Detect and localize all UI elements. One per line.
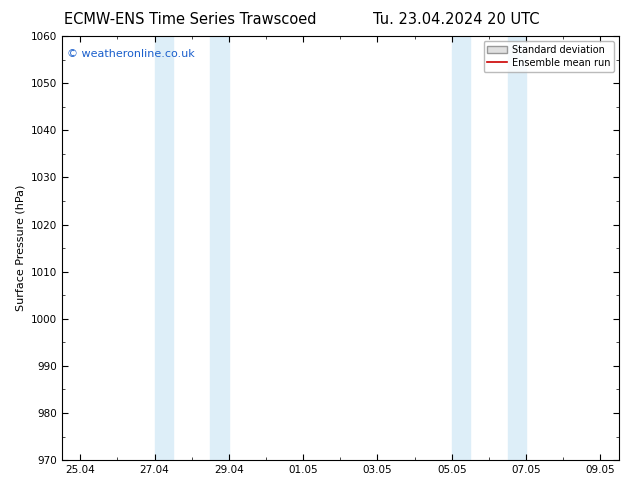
Bar: [508, 36, 526, 460]
Legend: Standard deviation, Ensemble mean run: Standard deviation, Ensemble mean run: [484, 41, 614, 72]
Bar: [452, 36, 470, 460]
Bar: [155, 36, 173, 460]
Bar: [210, 36, 229, 460]
Y-axis label: Surface Pressure (hPa): Surface Pressure (hPa): [15, 185, 25, 311]
Text: © weatheronline.co.uk: © weatheronline.co.uk: [67, 49, 195, 59]
Text: Tu. 23.04.2024 20 UTC: Tu. 23.04.2024 20 UTC: [373, 12, 540, 27]
Text: ECMW-ENS Time Series Trawscoed: ECMW-ENS Time Series Trawscoed: [64, 12, 316, 27]
